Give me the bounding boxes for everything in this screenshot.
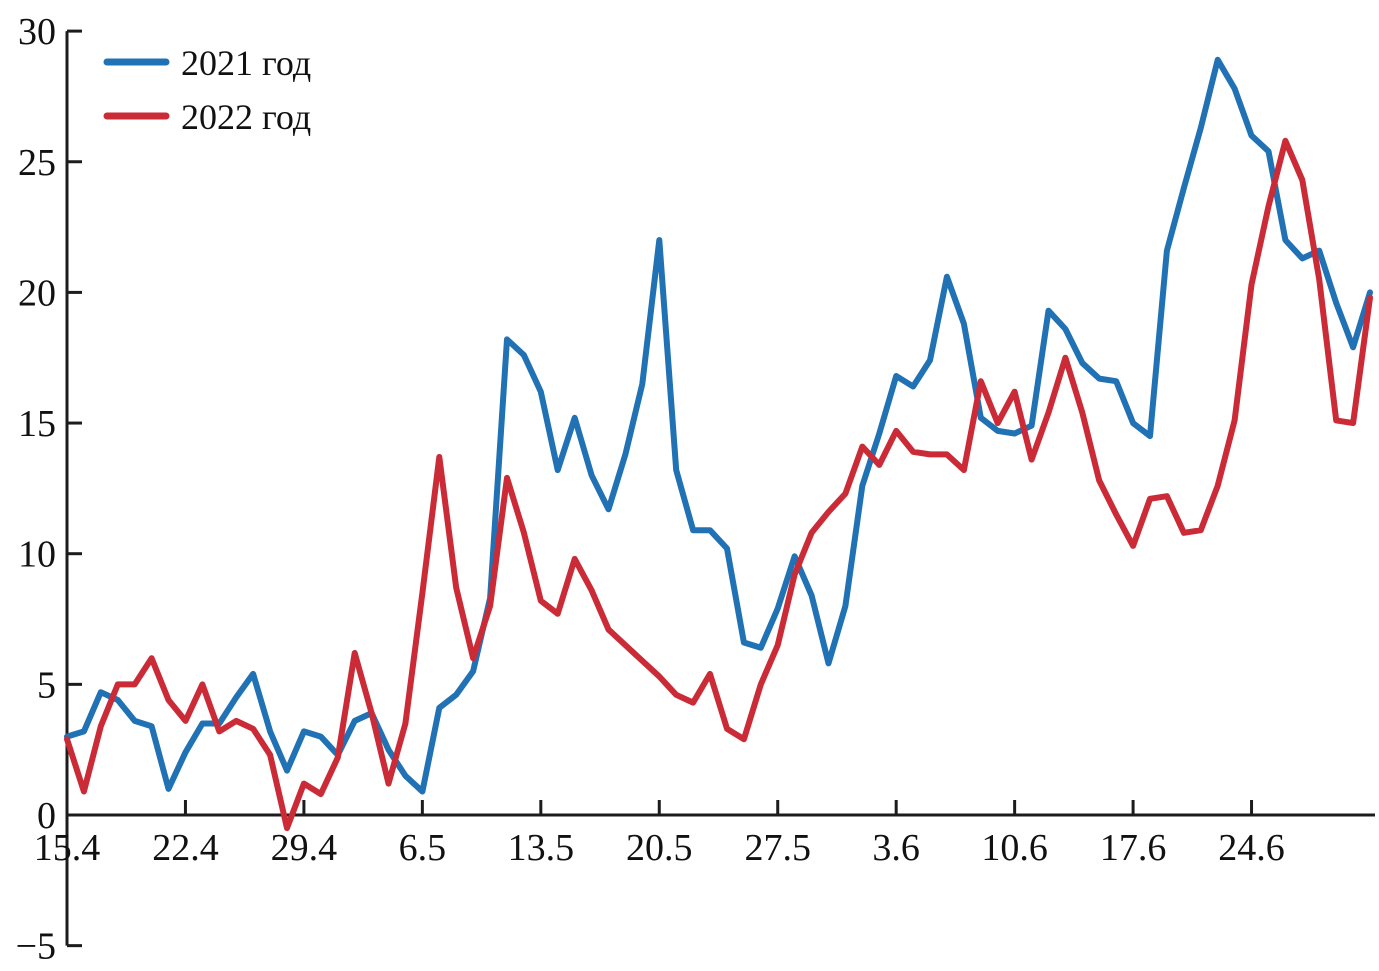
x-tick-label: 13.5 (508, 827, 575, 869)
series-layer (64, 56, 1373, 832)
x-tick-label: 22.4 (152, 827, 219, 869)
y-tick-label: 0 (37, 795, 56, 837)
x-tick-label: 20.5 (626, 827, 693, 869)
axes-layer: 30 25 20 15 10 5 0 −5 15.4 22.4 29.4 6.5 13.5 20.5 27.… (16, 11, 1375, 968)
legend: 2021 год 2022 год (103, 43, 311, 137)
legend-item-2022: 2022 год (103, 97, 311, 137)
x-tick-label: 10.6 (981, 827, 1048, 869)
x-tick-label: 24.6 (1218, 827, 1285, 869)
legend-item-2021: 2021 год (103, 43, 311, 83)
y-tick-label: 20 (18, 272, 56, 314)
y-tick-label: 10 (18, 534, 56, 576)
x-tick-label: 17.6 (1100, 827, 1167, 869)
y-tick-label: 30 (18, 11, 56, 53)
legend-label-2022: 2022 год (181, 97, 311, 137)
x-tick-label: 15.4 (34, 827, 101, 869)
x-tick-label: 27.5 (744, 827, 811, 869)
y-tick-label: 5 (37, 664, 56, 706)
y-tick-label: 15 (18, 403, 56, 445)
y-tick-label: −5 (16, 926, 56, 968)
y-tick-label: 25 (18, 142, 56, 184)
x-tick-label: 29.4 (271, 827, 338, 869)
series-line-2022 (64, 137, 1373, 832)
x-tick-label: 6.5 (399, 827, 447, 869)
x-tick-label: 3.6 (872, 827, 920, 869)
legend-label-2021: 2021 год (181, 43, 311, 83)
series-line-2021 (64, 56, 1373, 795)
